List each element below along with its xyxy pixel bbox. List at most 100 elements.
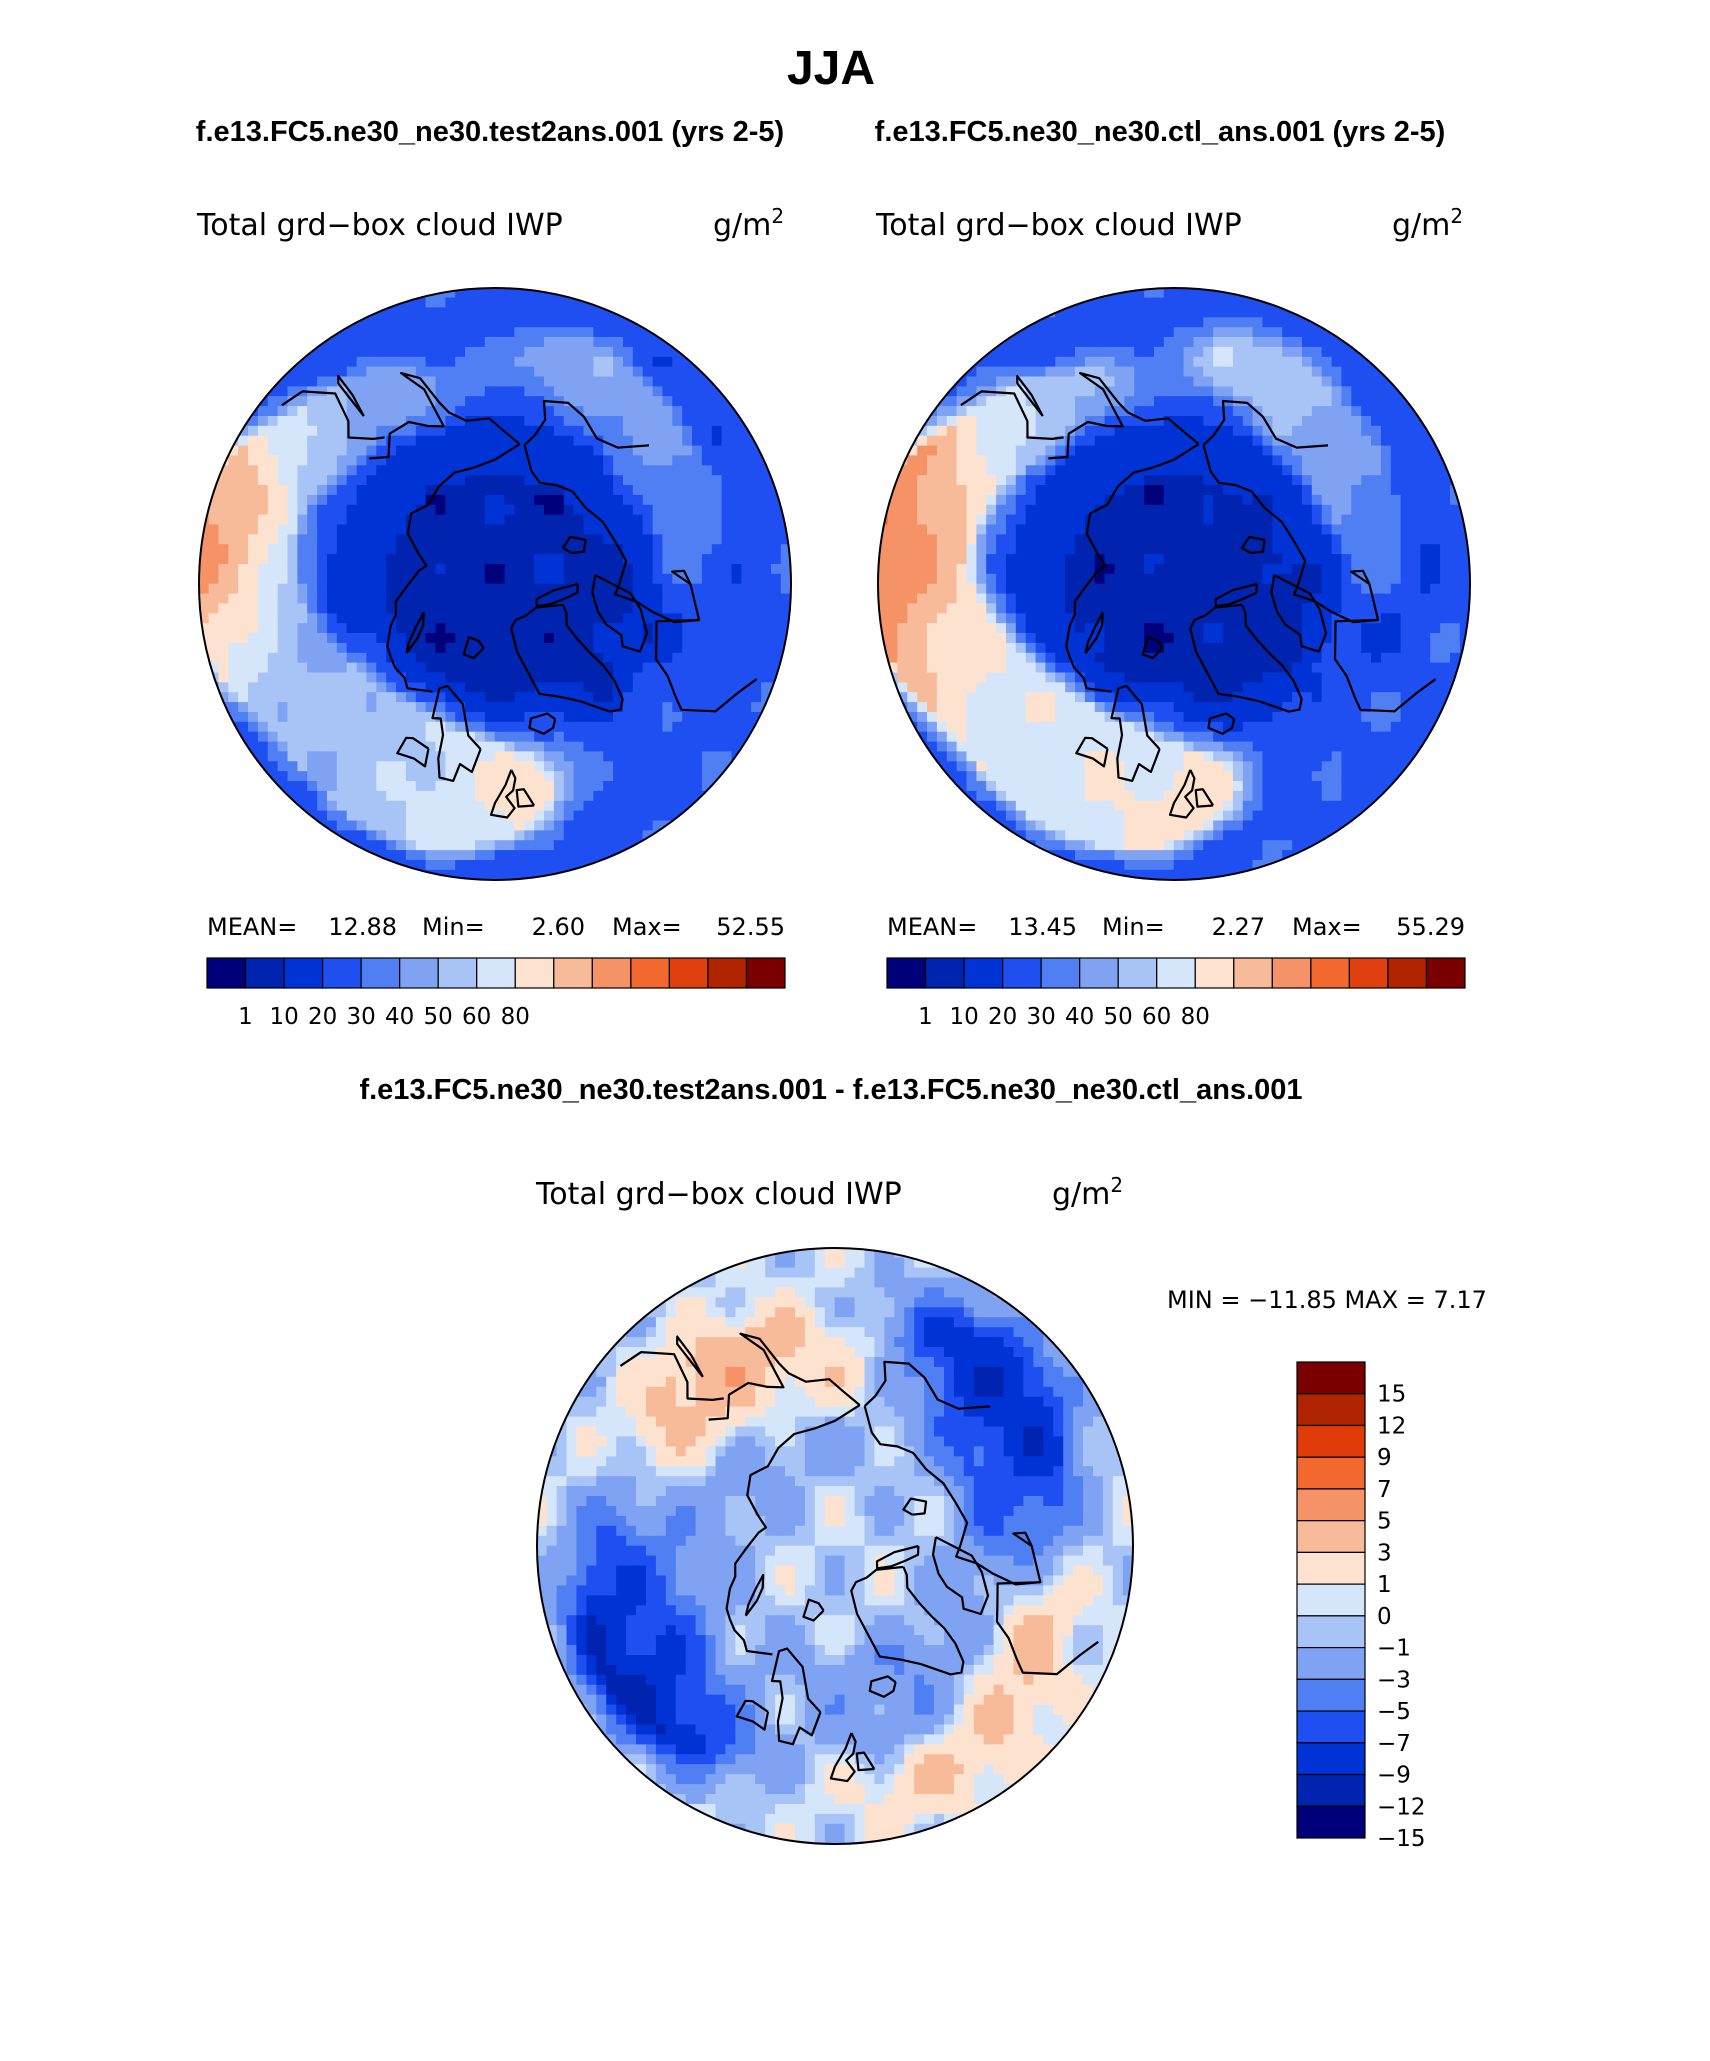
field-cell xyxy=(425,297,437,309)
field-cell xyxy=(1380,445,1392,457)
field-cell xyxy=(405,573,417,585)
field-cell xyxy=(652,781,664,792)
field-cell xyxy=(662,593,673,605)
field-cell xyxy=(1183,317,1195,328)
field-cell xyxy=(484,494,496,506)
field-cell xyxy=(1163,613,1175,624)
field-cell xyxy=(1015,465,1027,476)
field-cell xyxy=(603,297,614,309)
field-cell xyxy=(396,583,407,595)
field-cell xyxy=(1183,346,1195,358)
field-cell xyxy=(741,692,752,703)
field-cell xyxy=(1015,603,1027,614)
field-cell xyxy=(1193,544,1204,555)
field-cell xyxy=(327,356,338,368)
field-cell xyxy=(1242,327,1254,338)
field-cell xyxy=(366,731,377,743)
field-cell xyxy=(425,623,437,634)
field-cell xyxy=(445,652,456,664)
field-cell xyxy=(366,485,377,496)
field-cell xyxy=(524,465,535,476)
field-cell xyxy=(366,692,377,703)
field-cell xyxy=(405,337,417,348)
field-cell xyxy=(701,652,713,664)
field-cell xyxy=(583,771,594,782)
field-cell xyxy=(731,652,742,664)
field-cell xyxy=(1400,524,1412,535)
field-cell xyxy=(917,406,928,417)
field-cell xyxy=(936,475,948,486)
field-cell xyxy=(662,751,673,762)
field-cell xyxy=(593,840,604,851)
field-cell xyxy=(307,820,318,831)
field-cell xyxy=(1371,376,1382,387)
field-cell xyxy=(297,356,308,368)
field-cell xyxy=(917,573,928,585)
field-cell xyxy=(386,554,397,565)
field-cell xyxy=(1203,642,1214,654)
field-cell xyxy=(494,840,506,851)
field-cell xyxy=(603,406,614,417)
field-cell xyxy=(455,702,466,713)
field-cell xyxy=(682,731,693,743)
field-cell xyxy=(336,455,348,466)
field-cell xyxy=(267,416,279,427)
field-cell xyxy=(455,455,466,466)
field-cell xyxy=(897,514,908,526)
field-cell xyxy=(257,633,269,644)
field-cell xyxy=(425,445,437,457)
field-cell xyxy=(1223,356,1234,368)
field-cell xyxy=(692,544,703,555)
field-cell xyxy=(1400,514,1412,526)
field-cell xyxy=(927,564,938,575)
field-cell xyxy=(623,662,634,674)
field-cell xyxy=(504,869,516,880)
field-cell xyxy=(445,613,456,624)
field-cell xyxy=(465,771,476,782)
field-cell xyxy=(672,564,683,575)
field-cell xyxy=(455,771,466,782)
field-cell xyxy=(1430,573,1441,585)
field-cell xyxy=(721,435,733,447)
field-cell xyxy=(1292,396,1303,407)
field-cell xyxy=(455,623,466,634)
field-cell xyxy=(376,721,387,733)
field-cell xyxy=(1361,425,1372,437)
field-cell xyxy=(682,771,693,782)
field-cell xyxy=(405,771,417,782)
field-cell xyxy=(1104,297,1116,309)
field-cell xyxy=(1154,652,1165,664)
field-cell xyxy=(897,494,908,506)
field-cell xyxy=(1242,435,1254,447)
field-cell xyxy=(1035,366,1047,378)
field-cell xyxy=(1302,396,1313,407)
field-cell xyxy=(415,297,427,309)
field-cell xyxy=(1134,435,1145,447)
field-cell xyxy=(741,652,752,664)
field-cell xyxy=(573,702,585,713)
field-cell xyxy=(228,544,239,555)
field-cell xyxy=(1084,386,1096,397)
field-cell xyxy=(1025,573,1037,585)
field-cell xyxy=(1124,642,1135,654)
field-cell xyxy=(1144,573,1155,585)
field-cell xyxy=(1075,396,1086,407)
field-cell xyxy=(415,781,427,792)
field-cell xyxy=(593,652,604,664)
field-cell xyxy=(297,514,308,526)
field-cell xyxy=(257,721,269,733)
field-cell xyxy=(1163,633,1175,644)
field-cell xyxy=(1114,623,1125,634)
field-cell xyxy=(1292,435,1303,447)
field-cell xyxy=(386,583,397,595)
field-cell xyxy=(494,771,506,782)
field-cell xyxy=(336,781,348,792)
field-cell xyxy=(208,692,220,703)
field-cell xyxy=(878,485,889,496)
field-cell xyxy=(672,524,683,535)
field-cell xyxy=(721,406,733,417)
field-cell xyxy=(317,662,328,674)
field-cell xyxy=(1232,652,1244,664)
field-cell xyxy=(966,376,977,387)
field-cell xyxy=(682,761,693,772)
